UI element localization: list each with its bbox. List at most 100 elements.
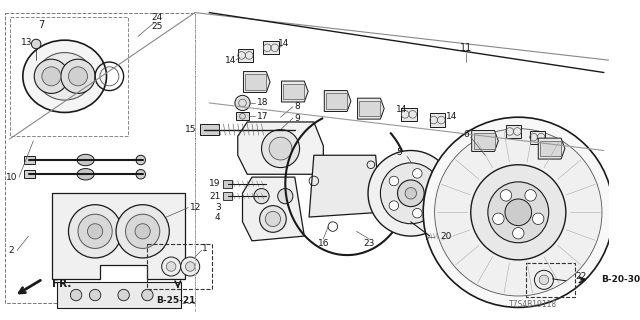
Bar	[530, 131, 545, 144]
Text: 23: 23	[364, 239, 374, 248]
Circle shape	[389, 176, 399, 186]
Circle shape	[266, 211, 280, 227]
Circle shape	[186, 262, 195, 271]
Circle shape	[68, 67, 88, 86]
Text: 3: 3	[215, 203, 221, 212]
Circle shape	[278, 188, 293, 204]
Circle shape	[31, 39, 41, 49]
Ellipse shape	[37, 52, 92, 100]
Circle shape	[116, 205, 169, 258]
Bar	[506, 125, 521, 138]
Circle shape	[42, 67, 61, 86]
Text: 2: 2	[8, 246, 14, 255]
Text: 9: 9	[295, 114, 301, 123]
Polygon shape	[52, 193, 186, 279]
Bar	[401, 108, 417, 121]
Text: 14: 14	[446, 112, 458, 121]
Circle shape	[413, 169, 422, 178]
Circle shape	[471, 165, 566, 260]
Bar	[147, 244, 212, 289]
Text: 21: 21	[209, 192, 221, 201]
Circle shape	[413, 208, 422, 218]
Circle shape	[254, 188, 269, 204]
Bar	[526, 263, 575, 297]
Text: 7: 7	[38, 20, 44, 30]
Circle shape	[34, 59, 68, 93]
Bar	[245, 75, 266, 90]
Text: 17: 17	[257, 112, 268, 121]
Circle shape	[135, 224, 150, 239]
Ellipse shape	[23, 40, 106, 112]
Bar	[57, 282, 180, 308]
Circle shape	[493, 213, 504, 224]
Ellipse shape	[77, 169, 94, 180]
Polygon shape	[309, 155, 380, 217]
Circle shape	[118, 289, 129, 301]
Circle shape	[435, 129, 602, 296]
Bar	[326, 93, 347, 109]
Polygon shape	[282, 81, 308, 102]
Text: 14: 14	[396, 105, 407, 114]
Bar	[264, 41, 278, 54]
Circle shape	[532, 213, 544, 224]
Polygon shape	[472, 131, 499, 151]
Text: 25: 25	[151, 22, 163, 31]
Circle shape	[260, 206, 286, 232]
Text: 18: 18	[257, 99, 268, 108]
Text: 15: 15	[186, 125, 197, 134]
Bar	[223, 180, 232, 188]
Circle shape	[166, 262, 176, 271]
Bar	[24, 156, 35, 164]
Circle shape	[90, 289, 101, 301]
Circle shape	[180, 257, 200, 276]
Text: 10: 10	[6, 172, 17, 182]
Polygon shape	[358, 98, 384, 119]
Text: 5: 5	[397, 148, 403, 157]
Polygon shape	[243, 177, 304, 241]
Circle shape	[488, 182, 548, 243]
Bar	[430, 113, 445, 127]
Circle shape	[427, 188, 436, 198]
Text: B-20-30: B-20-30	[601, 275, 640, 284]
Text: 20: 20	[440, 232, 452, 241]
Circle shape	[68, 205, 122, 258]
Text: 11: 11	[460, 43, 472, 53]
Text: 8: 8	[295, 102, 301, 111]
Bar	[360, 101, 380, 116]
Circle shape	[405, 188, 417, 199]
Circle shape	[262, 130, 300, 168]
Text: 14: 14	[278, 39, 289, 48]
Bar	[223, 192, 232, 200]
Bar	[200, 124, 219, 135]
Bar	[426, 233, 439, 239]
Text: 19: 19	[209, 179, 221, 188]
Circle shape	[125, 214, 160, 248]
Circle shape	[136, 170, 145, 179]
Bar	[236, 112, 249, 120]
Text: 1: 1	[202, 244, 207, 253]
Circle shape	[389, 201, 399, 210]
Text: 16: 16	[317, 239, 329, 248]
Text: FR.: FR.	[52, 279, 72, 289]
Bar	[237, 49, 253, 62]
Polygon shape	[243, 72, 270, 92]
Circle shape	[136, 155, 145, 165]
Circle shape	[88, 224, 102, 239]
Text: B-25-21: B-25-21	[156, 296, 196, 305]
Bar	[10, 17, 129, 136]
Circle shape	[423, 117, 613, 308]
Polygon shape	[237, 122, 323, 174]
Circle shape	[500, 190, 512, 201]
Circle shape	[141, 289, 153, 301]
Circle shape	[368, 150, 454, 236]
Circle shape	[525, 190, 536, 201]
Circle shape	[540, 275, 548, 284]
Bar	[540, 141, 561, 156]
Text: 4: 4	[215, 212, 221, 221]
Text: 6: 6	[463, 130, 469, 139]
Bar	[284, 84, 304, 99]
Circle shape	[235, 95, 250, 110]
Text: 22: 22	[575, 272, 587, 282]
Text: T7S4B19118: T7S4B19118	[509, 300, 557, 309]
Text: 13: 13	[21, 37, 33, 47]
